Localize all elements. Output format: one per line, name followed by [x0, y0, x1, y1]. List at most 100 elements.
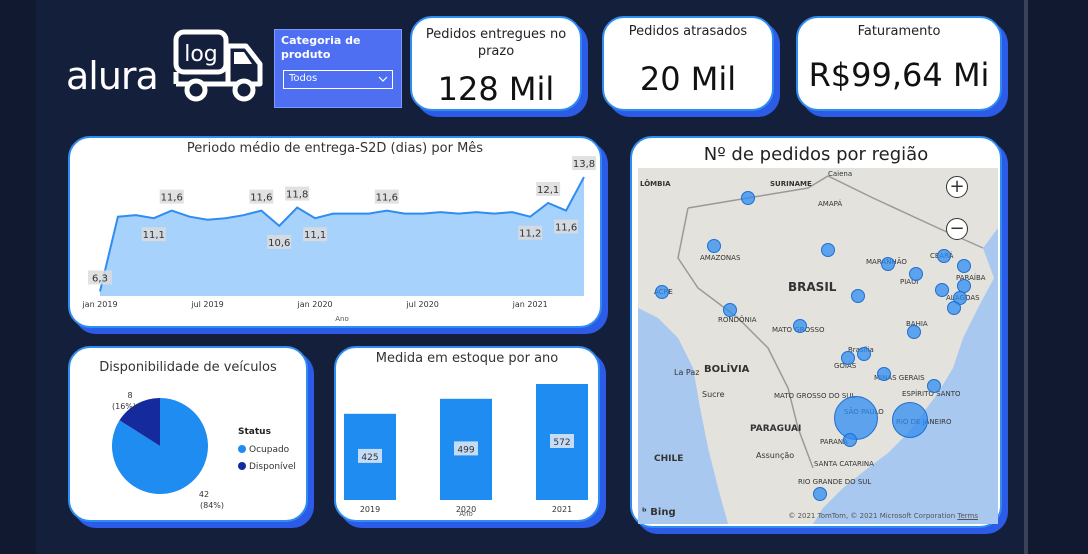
region-bubble[interactable]	[857, 347, 871, 361]
x-tick-label: jan 2021	[512, 300, 548, 309]
region-bubble[interactable]	[881, 257, 895, 271]
map-region-label: PIAUÍ	[900, 278, 919, 286]
map-region-label: MINAS GERAIS	[874, 374, 925, 382]
data-label-bg	[159, 189, 184, 204]
region-bubble[interactable]	[909, 267, 923, 281]
data-label-bg	[554, 219, 579, 234]
region-bubble[interactable]	[937, 249, 951, 263]
region-bubble[interactable]	[935, 283, 949, 297]
x-tick-label: 2020	[456, 505, 476, 514]
terms-link[interactable]: Terms	[957, 512, 978, 520]
map-region-label: CHILE	[654, 454, 684, 464]
kpi-value: 20 Mil	[639, 60, 737, 98]
dropdown-selected-value: Todos	[289, 73, 318, 84]
bing-icon: ᵇ	[642, 507, 647, 518]
region-bubble[interactable]	[843, 433, 857, 447]
zoom-out-button[interactable]: −	[946, 218, 968, 240]
legend-title: Status	[238, 427, 271, 437]
region-bubble[interactable]	[927, 379, 941, 393]
vehicle-availability-card[interactable]: Disponibilidade de veículos 8 (16%) 42 (84%…	[68, 346, 308, 522]
bing-logo: ᵇ Bing	[642, 507, 676, 518]
zoom-in-button[interactable]: +	[946, 176, 968, 198]
right-frame	[1028, 0, 1088, 554]
pie-chart-title: Disponibilidade de veículos	[99, 360, 277, 375]
bar-value-label: 425	[361, 453, 378, 463]
bar-label-bg	[358, 448, 382, 463]
data-label-bg	[303, 227, 328, 242]
category-dropdown[interactable]: Todos	[283, 70, 393, 89]
map-region-label: BRASIL	[788, 280, 837, 294]
kpi-title: Faturamento	[857, 24, 941, 39]
line-chart-title: Periodo médio de entrega-S2D (dias) por …	[186, 141, 484, 156]
series-line	[99, 176, 585, 292]
region-bubble[interactable]	[793, 319, 807, 333]
slice-label-pct: (16%)	[112, 402, 136, 411]
map-copyright: © 2021 TomTom, © 2021 Microsoft Corporat…	[788, 512, 978, 520]
legend-marker	[238, 445, 246, 453]
map-region-label: SANTA CATARINA	[814, 460, 874, 468]
kpi-late-card[interactable]: Pedidos atrasados 20 Mil	[602, 16, 774, 111]
bar-chart: 425 2019 499 2020 572 2021 Ano	[344, 384, 588, 518]
region-bubble[interactable]	[907, 325, 921, 339]
region-bubble[interactable]	[741, 191, 755, 205]
region-bubble[interactable]	[877, 367, 891, 381]
region-bubble[interactable]	[813, 487, 827, 501]
slice-label-pct: (84%)	[200, 501, 224, 510]
map-region-label: Assunção	[756, 451, 795, 460]
region-bubble[interactable]	[723, 303, 737, 317]
data-label-bg	[141, 227, 166, 242]
bar-value-label: 572	[553, 438, 570, 448]
map-svg	[638, 168, 998, 524]
logo-badge-text: log	[184, 42, 218, 67]
map-region-label: Caiena	[828, 170, 853, 178]
delivery-time-line-card[interactable]: Periodo médio de entrega-S2D (dias) por …	[68, 136, 602, 328]
map-region-label: Sucre	[702, 390, 725, 399]
x-tick-label: 2021	[552, 505, 572, 514]
data-label: 11,6	[161, 193, 183, 204]
map-region-label: LÔMBIA	[640, 180, 671, 188]
kpi-on-time-card[interactable]: Pedidos entregues no prazo 128 Mil	[410, 16, 582, 111]
map-region-label: BAHIA	[906, 320, 928, 328]
copyright-text: © 2021 TomTom, © 2021 Microsoft Corporat…	[788, 512, 956, 520]
data-label: 11,1	[304, 230, 326, 241]
data-label: 11,6	[555, 223, 577, 234]
stock-bar-card[interactable]: Medida em estoque por ano 425 2019 499 2020…	[334, 346, 600, 522]
legend-label[interactable]: Ocupado	[249, 445, 290, 455]
region-bubble[interactable]	[655, 285, 669, 299]
land-mass	[638, 168, 998, 524]
pie-slice-disponivel[interactable]	[119, 398, 160, 446]
region-bubble[interactable]	[892, 402, 928, 438]
data-label-bg	[267, 234, 292, 249]
map-region-label: ESPÍRITO SANTO	[902, 390, 961, 398]
data-label-bg	[518, 225, 543, 240]
legend-marker	[238, 462, 246, 470]
data-label-bg	[572, 156, 596, 171]
kpi-title: Pedidos entregues no prazo	[425, 27, 567, 59]
data-label: 11,6	[250, 193, 272, 204]
pacific-coast	[638, 308, 728, 524]
orders-by-region-map-card[interactable]: Nº de pedidos por região BRASIL BOLÍVIA PA…	[630, 136, 1002, 528]
data-label-bg	[285, 186, 310, 201]
data-label: 11,8	[286, 190, 308, 201]
map-region-label: PARAGUAI	[750, 424, 802, 434]
map-region-label: RIO GRANDE DO SUL	[798, 478, 872, 486]
region-bubble[interactable]	[957, 259, 971, 273]
product-category-slicer[interactable]: Categoria de produto Todos	[274, 29, 402, 108]
region-bubble[interactable]	[821, 243, 835, 257]
bar-label-bg	[454, 441, 478, 456]
kpi-revenue-card[interactable]: Faturamento R$99,64 Mi	[796, 16, 1002, 111]
region-bubble[interactable]	[834, 396, 878, 440]
legend-label[interactable]: Disponível	[249, 462, 296, 472]
region-bubble[interactable]	[851, 289, 865, 303]
map-region-label: PARAÍBA	[956, 274, 986, 282]
map-region-label: MATO GROSSO DO SUL	[774, 392, 856, 400]
data-label: 13,8	[573, 159, 595, 170]
region-bubble[interactable]	[841, 351, 855, 365]
pie-chart: 8 (16%) 42 (84%) Status Ocupado Disponível	[112, 391, 296, 510]
map-region-label: La Paz	[674, 368, 700, 377]
map-region-label: PARANÁ	[820, 438, 848, 446]
map-canvas[interactable]: BRASIL BOLÍVIA PARAGUAI CHILE SURINAME AMAZON…	[638, 168, 998, 524]
region-bubble[interactable]	[707, 239, 721, 253]
region-bubble[interactable]	[947, 301, 961, 315]
map-region-label: AMAPÁ	[818, 200, 843, 208]
